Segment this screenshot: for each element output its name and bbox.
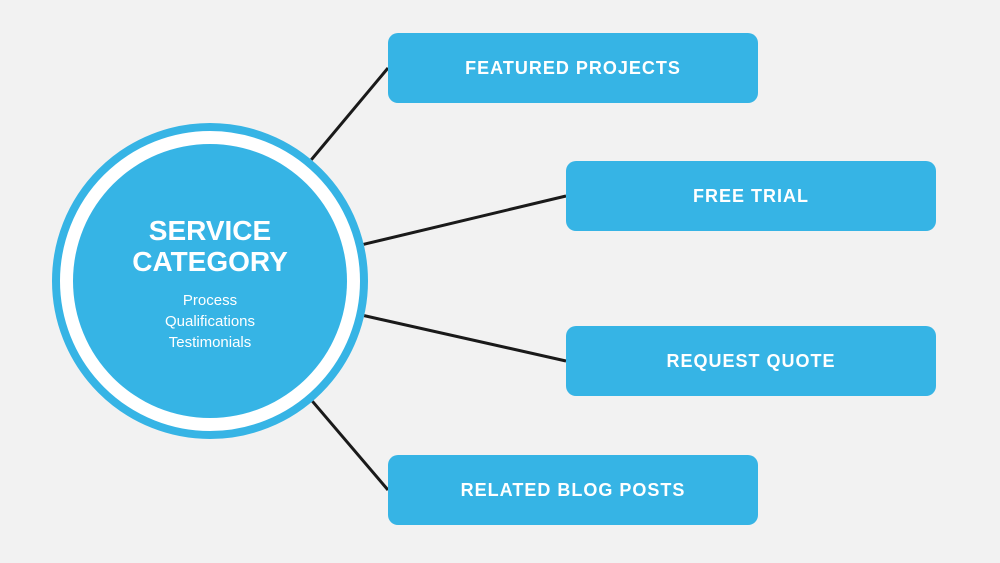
- diagram-canvas: SERVICE CATEGORY ProcessQualificationsTes…: [0, 0, 1000, 563]
- connector-line-2: [364, 316, 566, 361]
- center-sub-item: Process: [110, 290, 310, 311]
- box-featured-projects: FEATURED PROJECTS: [388, 33, 758, 103]
- connector-line-1: [364, 196, 566, 244]
- center-sub-item: Qualifications: [110, 311, 310, 332]
- box-free-trial: FREE TRIAL: [566, 161, 936, 231]
- center-sub-item: Testimonials: [110, 332, 310, 353]
- box-related-blog: RELATED BLOG POSTS: [388, 455, 758, 525]
- box-label: REQUEST QUOTE: [666, 351, 835, 372]
- box-request-quote: REQUEST QUOTE: [566, 326, 936, 396]
- connector-line-3: [312, 401, 388, 490]
- center-title: SERVICE CATEGORY: [110, 216, 310, 278]
- center-subtitles: ProcessQualificationsTestimonials: [110, 290, 310, 353]
- box-label: FEATURED PROJECTS: [465, 58, 681, 79]
- connector-line-0: [311, 68, 388, 160]
- center-circle-fill: [73, 144, 347, 418]
- box-label: RELATED BLOG POSTS: [461, 480, 686, 501]
- box-label: FREE TRIAL: [693, 186, 809, 207]
